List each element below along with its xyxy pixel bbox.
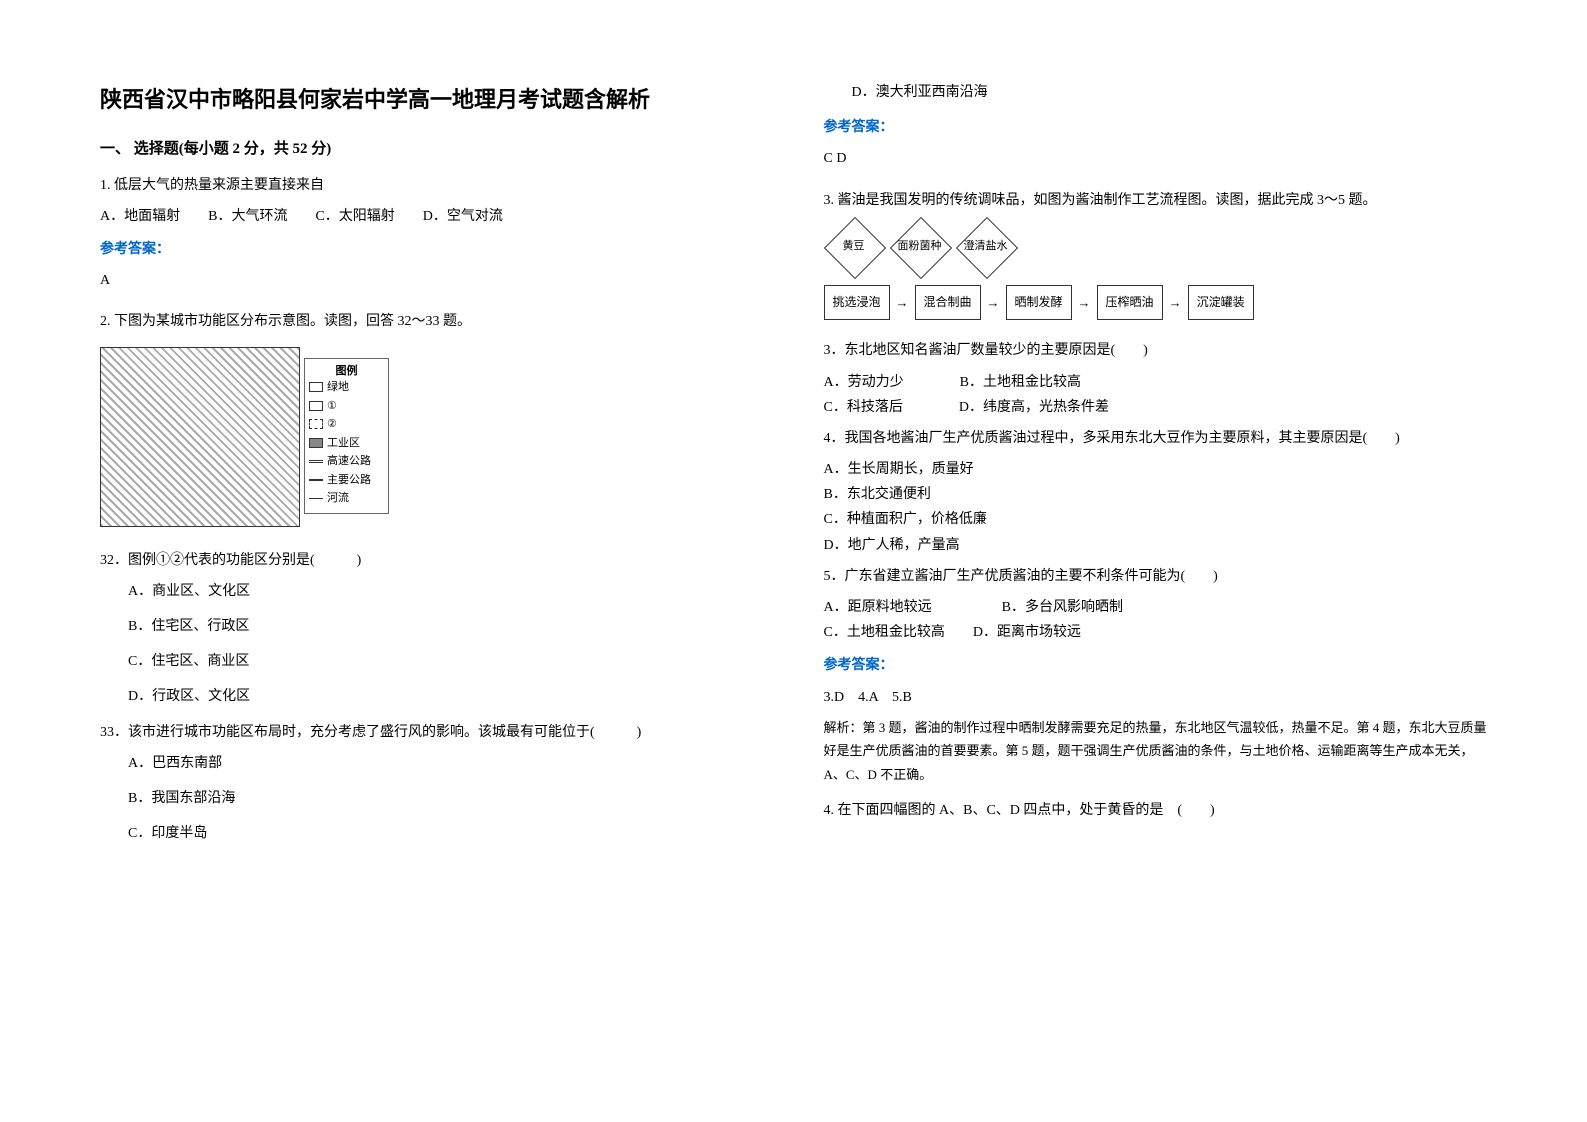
question-1: 1. 低层大气的热量来源主要直接来自 A．地面辐射 B．大气环流 C．太阳辐射 … xyxy=(100,173,764,294)
legend-hwy: 高速公路 xyxy=(327,453,371,470)
city-map-figure: 图例 绿地 ① ② 工业区 高速公路 主要公路 河流 xyxy=(100,347,300,527)
q33-stem: 33．该市进行城市功能区布局时，充分考虑了盛行风的影响。该城最有可能位于( ) xyxy=(100,720,764,745)
q1-stem: 1. 低层大气的热量来源主要直接来自 xyxy=(100,173,764,198)
q4s-b: B．东北交通便利 xyxy=(824,482,1488,507)
q33-a: A．巴西东南部 xyxy=(128,751,764,776)
q32-stem: 32．图例①②代表的功能区分别是( ) xyxy=(100,548,764,573)
q1-answer: A xyxy=(100,268,764,293)
arrow-icon: → xyxy=(987,291,1000,314)
q32-c: C．住宅区、商业区 xyxy=(128,649,764,674)
q4-stem: 4. 在下面四幅图的 A、B、C、D 四点中，处于黄昏的是 ( ) xyxy=(824,798,1488,823)
q3s-ab: A．劳动力少 B．土地租金比较高 xyxy=(824,370,1488,395)
q3s-cd: C．科技落后 D．纬度高，光热条件差 xyxy=(824,395,1488,420)
question-3: 3. 酱油是我国发明的传统调味品，如图为酱油制作工艺流程图。读图，据此完成 3～… xyxy=(824,188,1488,786)
flow-rect-1: 挑选浸泡 xyxy=(824,285,890,321)
q3s-stem: 3．东北地区知名酱油厂数量较少的主要原因是( ) xyxy=(824,338,1488,363)
q32-b: B．住宅区、行政区 xyxy=(128,614,764,639)
legend-title: 图例 xyxy=(309,363,384,380)
flow-diamond-1: 黄豆 xyxy=(824,227,884,267)
q32-options: A．商业区、文化区 B．住宅区、行政区 C．住宅区、商业区 D．行政区、文化区 xyxy=(100,579,764,710)
q3-explain: 解析：第 3 题，酱油的制作过程中晒制发酵需要充足的热量，东北地区气温较低，热量… xyxy=(824,716,1488,786)
q32-d: D．行政区、文化区 xyxy=(128,684,764,709)
flow-rect-5: 沉淀罐装 xyxy=(1188,285,1254,321)
flow-rect-3: 晒制发酵 xyxy=(1006,285,1072,321)
q5s-stem: 5．广东省建立酱油厂生产优质酱油的主要不利条件可能为( ) xyxy=(824,564,1488,589)
q2-answer: C D xyxy=(824,146,1488,171)
q4s-stem: 4．我国各地酱油厂生产优质酱油过程中，多采用东北大豆作为主要原料，其主要原因是(… xyxy=(824,426,1488,451)
legend-ind: 工业区 xyxy=(327,435,360,452)
legend-road: 主要公路 xyxy=(327,472,371,489)
q32-a: A．商业区、文化区 xyxy=(128,579,764,604)
arrow-icon: → xyxy=(896,291,909,314)
map-legend: 图例 绿地 ① ② 工业区 高速公路 主要公路 河流 xyxy=(304,358,389,514)
q1-options: A．地面辐射 B．大气环流 C．太阳辐射 D．空气对流 xyxy=(100,204,764,229)
flow-rect-4: 压榨晒油 xyxy=(1097,285,1163,321)
section-heading: 一、 选择题(每小题 2 分，共 52 分) xyxy=(100,136,764,163)
q33-d: D．澳大利亚西南沿海 xyxy=(852,80,1488,105)
q2-stem: 2. 下图为某城市功能区分布示意图。读图，回答 32～33 题。 xyxy=(100,309,764,334)
q3-stem: 3. 酱油是我国发明的传统调味品，如图为酱油制作工艺流程图。读图，据此完成 3～… xyxy=(824,188,1488,213)
answer-label: 参考答案： xyxy=(824,653,1488,678)
q33-options: A．巴西东南部 B．我国东部沿海 C．印度半岛 xyxy=(100,751,764,847)
legend-one: ① xyxy=(327,398,337,415)
arrow-icon: → xyxy=(1078,291,1091,314)
question-2: 2. 下图为某城市功能区分布示意图。读图，回答 32～33 题。 图例 绿地 ①… xyxy=(100,309,764,846)
soy-flowchart: 黄豆 面粉菌种 澄清盐水 挑选浸泡 → 混合制曲 → 晒制发酵 → 压榨晒油 →… xyxy=(824,227,1488,321)
q5s-ab: A．距原料地较远 B．多台风影响晒制 xyxy=(824,595,1488,620)
question-4: 4. 在下面四幅图的 A、B、C、D 四点中，处于黄昏的是 ( ) xyxy=(824,798,1488,823)
answer-label: 参考答案： xyxy=(100,237,764,262)
q4s-d: D．地广人稀，产量高 xyxy=(824,533,1488,558)
legend-two: ② xyxy=(327,416,337,433)
document-title: 陕西省汉中市略阳县何家岩中学高一地理月考试题含解析 xyxy=(100,80,764,120)
flow-diamond-3: 澄清盐水 xyxy=(956,227,1016,267)
q4s-a: A．生长周期长，质量好 xyxy=(824,457,1488,482)
answer-label: 参考答案： xyxy=(824,115,1488,140)
q33-b: B．我国东部沿海 xyxy=(128,786,764,811)
q5s-cd: C．土地租金比较高 D．距离市场较远 xyxy=(824,620,1488,645)
legend-green: 绿地 xyxy=(327,379,349,396)
arrow-icon: → xyxy=(1169,291,1182,314)
legend-river: 河流 xyxy=(327,490,349,507)
q3-answer: 3.D 4.A 5.B xyxy=(824,685,1488,710)
q4s-c: C．种植面积广，价格低廉 xyxy=(824,507,1488,532)
q33-c: C．印度半岛 xyxy=(128,821,764,846)
flow-diamond-2: 面粉菌种 xyxy=(890,227,950,267)
flow-rect-2: 混合制曲 xyxy=(915,285,981,321)
